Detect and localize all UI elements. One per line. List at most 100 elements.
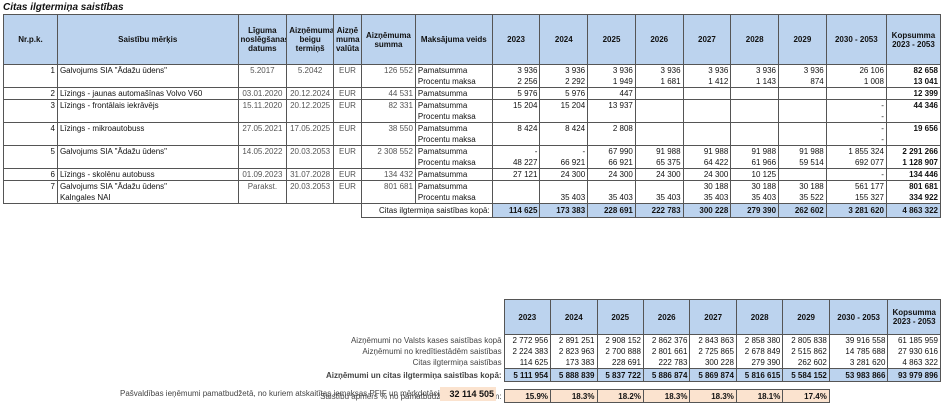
row-value: 2 256 [491, 76, 541, 88]
row-purpose: Līzings - jaunas automašīnas Volvo V60 [56, 87, 239, 100]
summary-column-header: 2025 [596, 299, 644, 335]
row-number: 3 [3, 99, 58, 111]
column-header: Saistību mērķis [56, 14, 239, 65]
row-end-date: 5.2042 [286, 64, 334, 76]
row-value: 134 446 [885, 168, 942, 181]
row-value: 3 936 [730, 64, 780, 76]
row-amount [360, 76, 416, 88]
row-value [682, 111, 732, 123]
summary-value: 2 801 661 [642, 346, 691, 357]
total-value: 114 625 [491, 203, 541, 218]
row-amount [360, 192, 416, 204]
row-payment-type: Pamatsumma [414, 99, 493, 111]
total-value: 222 783 [634, 203, 684, 218]
row-value: 15 204 [491, 99, 541, 111]
total-value: 228 691 [587, 203, 636, 218]
summary-table: 2023 2024 2025 2026 2027 2028 2029 2030 - 2053 K… [3, 299, 941, 403]
row-value: 30 188 [730, 180, 780, 192]
row-value: - [825, 122, 887, 134]
summary-value: 27 930 616 [887, 346, 941, 357]
row-value [491, 192, 541, 204]
column-header: Aizņēmuma beigu termiņš [286, 14, 334, 65]
header-row: Nr.p.k. Saistību mērķis Līguma noslēgšanas… [3, 14, 942, 65]
row-value: 24 300 [634, 168, 684, 181]
summary-value: 2 772 956 [503, 334, 552, 346]
summary-row-label: Aizņēmumi no Valsts kases saistības kopā [350, 335, 502, 345]
row-date: 14.05.2022 [237, 145, 288, 157]
row-value: 334 922 [885, 192, 942, 204]
row-value: 8 424 [539, 122, 589, 134]
row-purpose: Galvojums SIA "Ādažu ūdens" [56, 64, 239, 76]
row-value [634, 111, 684, 123]
row-date: 03.01.2020 [237, 87, 288, 100]
row-value [634, 122, 684, 134]
row-value: - [539, 145, 589, 157]
summary-row: Aizņēmumi no kredītiestādēm saistības 2 2… [3, 346, 941, 357]
summary-total-value: 5 886 874 [642, 368, 691, 382]
summary-value: 39 916 558 [828, 334, 889, 346]
row-value: 91 988 [778, 145, 827, 157]
row-amount: 82 331 [360, 99, 416, 111]
row-value: 5 976 [491, 87, 541, 100]
row-date: 5.2017 [237, 64, 288, 76]
row-number: 6 [3, 168, 58, 181]
summary-value: 2 515 862 [782, 346, 830, 357]
row-payment-type: Pamatsumma [414, 64, 493, 76]
table-row: 1 Galvojums SIA "Ādažu ūdens" 5.2017 5.2042… [3, 64, 942, 76]
table-row: 3 Līzings - frontālais iekrāvējs 15.11.202… [3, 99, 942, 111]
column-header: Maksājuma veids [414, 14, 493, 65]
row-value [587, 134, 636, 146]
row-payment-type: Procentu maksa [414, 157, 493, 169]
row-number [3, 76, 58, 88]
row-value: 35 522 [778, 192, 827, 204]
row-value: - [825, 99, 887, 111]
ratio-value: 18.2% [596, 389, 644, 403]
row-value [634, 134, 684, 146]
row-value [778, 99, 827, 111]
row-value: 801 681 [885, 180, 942, 192]
column-header: Līguma noslēgšanas datums [237, 14, 288, 65]
row-value: 64 422 [682, 157, 732, 169]
summary-value: 228 691 [596, 357, 644, 369]
row-value [885, 134, 942, 146]
row-value [682, 122, 732, 134]
summary-value: 2 891 251 [550, 334, 598, 346]
row-value [491, 180, 541, 192]
row-number [3, 111, 58, 123]
summary-row-label: Aizņēmumi no kredītiestādēm saistības [362, 347, 502, 356]
row-value: 3 936 [682, 64, 732, 76]
summary-total-value: 5 837 722 [596, 368, 644, 382]
ratio-label: Saistību apmērs % no pamatbudžeta ieņēmu… [320, 391, 502, 401]
summary-column-header: 2026 [642, 299, 691, 335]
row-currency [332, 111, 362, 123]
summary-value: 61 185 959 [887, 334, 941, 346]
row-value: 15 204 [539, 99, 589, 111]
summary-value: 14 785 688 [828, 346, 889, 357]
row-value [491, 134, 541, 146]
summary-value: 3 281 620 [828, 357, 889, 369]
row-number [3, 157, 58, 169]
row-value: - [825, 168, 887, 181]
row-value [634, 87, 684, 100]
table-row: 4 Līzings - mikroautobuss 27.05.2021 17.05.… [3, 122, 942, 134]
summary-value: 2 858 380 [735, 334, 784, 346]
row-payment-type: Procentu maksa [414, 134, 493, 146]
row-value: 13 937 [587, 99, 636, 111]
summary-row: Citas ilgtermiņa saistības 114 625 173 383… [3, 357, 941, 369]
row-value: 24 300 [539, 168, 589, 181]
row-value [730, 134, 780, 146]
row-number [3, 134, 58, 146]
row-value: 66 921 [539, 157, 589, 169]
summary-value: 279 390 [735, 357, 784, 369]
row-value: 10 125 [730, 168, 780, 181]
row-value: 1 949 [587, 76, 636, 88]
row-date: 01.09.2023 [237, 168, 288, 181]
total-value: 4 863 322 [885, 203, 942, 218]
summary-column-header: 2028 [735, 299, 784, 335]
footnote-label: Pašvaldības ieņēmumi pamatbudžetā, no ku… [120, 389, 494, 398]
total-spacer [4, 204, 362, 218]
row-value [730, 99, 780, 111]
row-purpose [56, 111, 239, 123]
summary-column-header: Kopsumma 2023 - 2053 [887, 299, 941, 335]
row-value [682, 99, 732, 111]
